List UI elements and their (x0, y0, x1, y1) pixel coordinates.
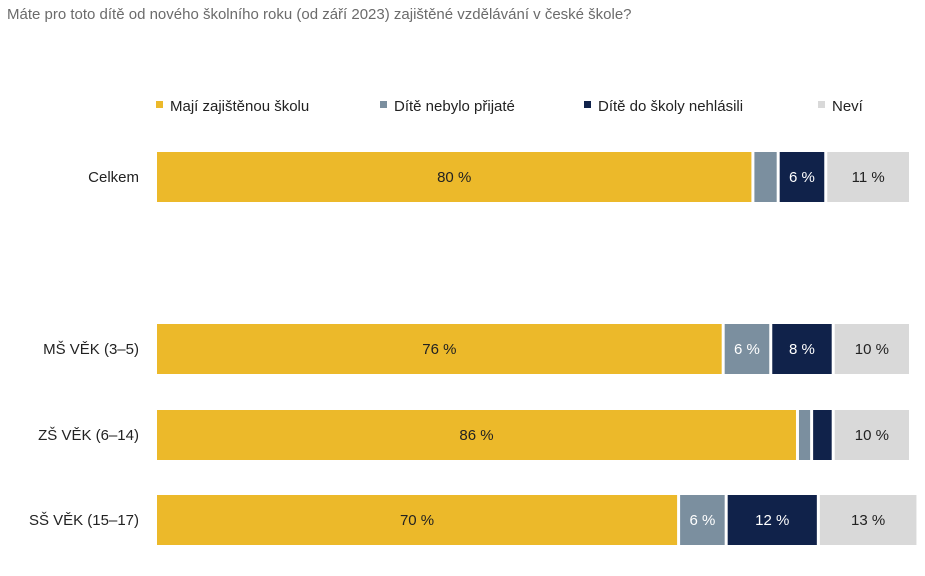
category-label: SŠ VĚK (15–17) (29, 512, 139, 529)
data-label: 76 % (422, 341, 456, 358)
data-label: 13 % (851, 512, 885, 529)
legend-swatch (380, 101, 387, 108)
data-label: 8 % (789, 341, 815, 358)
legend-item-nevi: Neví (818, 98, 864, 115)
legend-swatch (818, 101, 825, 108)
bar-segment-dite-do-skoly-nehlasili (779, 152, 825, 202)
data-label: 80 % (437, 169, 471, 186)
bar-row-ss-vek-15-17: SŠ VĚK (15–17) 70 % 6 % 12 % 13 % (29, 495, 917, 545)
bar-segment-maji-zajistenou-skolu (157, 410, 796, 460)
legend-item-dite-nebylo-prijate: Dítě nebylo přijaté (380, 98, 515, 115)
legend-item-maji-zajistenou-skolu: Mají zajištěnou školu (156, 98, 309, 115)
legend-label: Mají zajištěnou školu (170, 98, 309, 115)
bar-segment-dite-do-skoly-nehlasili (813, 410, 832, 460)
bar-segment-nevi (827, 152, 909, 202)
bar-segment-dite-nebylo-prijate (754, 152, 777, 202)
data-label: 10 % (855, 341, 889, 358)
data-label: 70 % (400, 512, 434, 529)
category-label: ZŠ VĚK (6–14) (38, 427, 139, 444)
data-label: 6 % (689, 512, 715, 529)
bar-segment-dite-do-skoly-nehlasili (727, 495, 817, 545)
bar-segment-nevi (819, 495, 917, 545)
bar-row-zs-vek-6-14: ZŠ VĚK (6–14) 86 % 10 % (38, 410, 909, 460)
chart-title: Máte pro toto dítě od nového školního ro… (7, 6, 632, 23)
data-label: 11 % (852, 169, 885, 186)
bar-segment-nevi (834, 324, 909, 374)
bar-segment-dite-do-skoly-nehlasili (772, 324, 832, 374)
data-label: 12 % (755, 512, 789, 529)
category-label: MŠ VĚK (3–5) (43, 341, 139, 358)
legend-swatch (156, 101, 163, 108)
legend-item-dite-do-skoly-nehlasili: Dítě do školy nehlásili (584, 98, 743, 115)
data-label: 86 % (459, 427, 493, 444)
bar-segment-dite-nebylo-prijate (724, 324, 770, 374)
data-label: 10 % (855, 427, 889, 444)
bar-segment-nevi (834, 410, 909, 460)
legend-label: Neví (832, 98, 864, 115)
legend-label: Dítě do školy nehlásili (598, 98, 743, 115)
bar-segment-maji-zajistenou-skolu (157, 495, 678, 545)
bar-segment-maji-zajistenou-skolu (157, 152, 752, 202)
bar-segment-dite-nebylo-prijate (680, 495, 725, 545)
data-label: 6 % (734, 341, 760, 358)
bar-segment-dite-nebylo-prijate (798, 410, 811, 460)
bar-row-ms-vek-3-5: MŠ VĚK (3–5) 76 % 6 % 8 % 10 % (43, 324, 909, 374)
legend-swatch (584, 101, 591, 108)
legend-label: Dítě nebylo přijaté (394, 98, 515, 115)
bar-segment-maji-zajistenou-skolu (157, 324, 722, 374)
bar-row-celkem: Celkem 80 % 6 % 11 % (88, 152, 909, 202)
data-label: 6 % (789, 169, 815, 186)
category-label: Celkem (88, 169, 139, 186)
